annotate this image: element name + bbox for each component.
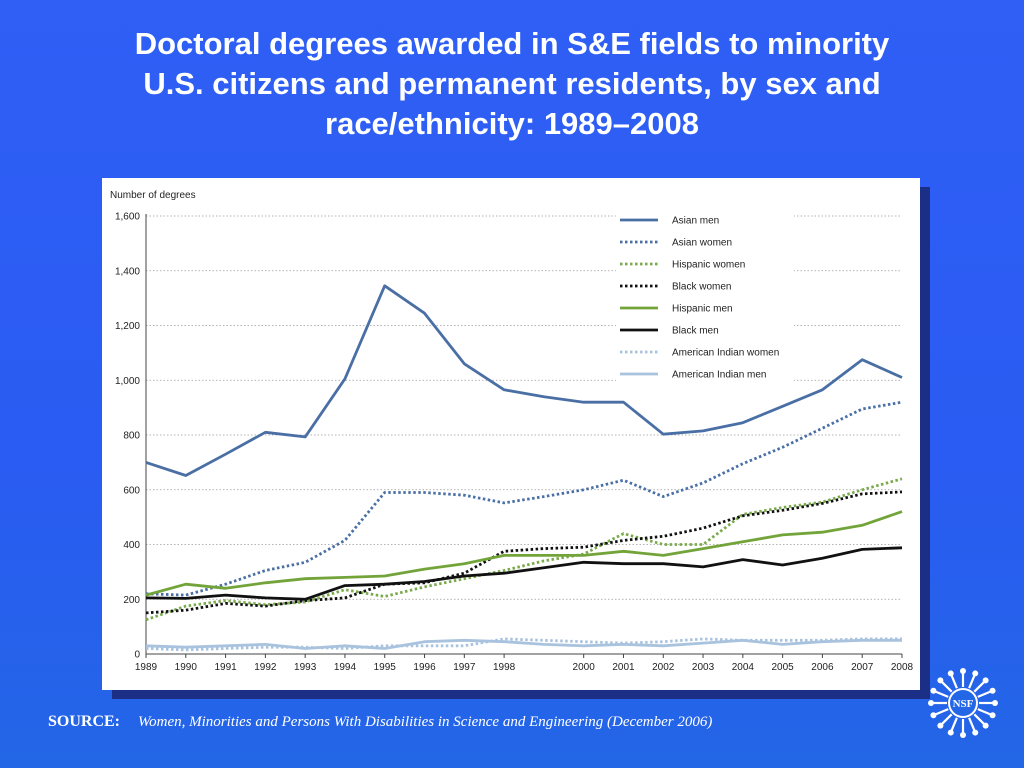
- x-tick-label: 2000: [573, 662, 596, 673]
- series-line-black-men: [145, 546, 903, 601]
- legend-label: Black women: [672, 282, 731, 293]
- x-tick-label: 1990: [175, 662, 198, 673]
- slide-title: Doctoral degrees awarded in S&E fields t…: [60, 24, 964, 144]
- y-tick-label: 1,000: [115, 376, 140, 387]
- series-line-american-indian-women: [145, 637, 902, 652]
- y-tick-label: 400: [123, 540, 140, 551]
- x-tick-label: 1997: [453, 662, 476, 673]
- series-line-black-women: [145, 490, 903, 615]
- legend-label: American Indian men: [672, 370, 767, 381]
- x-tick-label: 2006: [811, 662, 834, 673]
- series-line-american-indian-men: [145, 638, 902, 650]
- x-tick-label: 2008: [891, 662, 914, 673]
- title-line-3: race/ethnicity: 1989–2008: [325, 106, 699, 141]
- legend-label: Hispanic men: [672, 304, 733, 315]
- source-citation: Women, Minorities and Persons With Disab…: [138, 714, 713, 730]
- x-tick-label: 1993: [294, 662, 317, 673]
- x-tick-label: 2002: [652, 662, 675, 673]
- x-tick-label: 1995: [374, 662, 397, 673]
- series-line-hispanic-women: [145, 477, 903, 622]
- chart-panel: Number of degrees 0 200 400 600 800 1,000 1,200…: [102, 178, 920, 690]
- series-line-hispanic-men: [145, 510, 903, 597]
- x-tick-label: 1998: [493, 662, 516, 673]
- legend-label: Hispanic women: [672, 260, 745, 271]
- logo-text: NSF: [953, 698, 974, 710]
- source-note: SOURCE: Women, Minorities and Persons Wi…: [48, 713, 928, 731]
- y-tick-label: 200: [123, 595, 140, 606]
- legend-label: Asian men: [672, 216, 719, 227]
- legend-label: Black men: [672, 326, 719, 337]
- x-tick-label: 2007: [851, 662, 874, 673]
- y-tick-label: 800: [123, 431, 140, 442]
- x-tick-label: 1991: [214, 662, 237, 673]
- legend-label: Asian women: [672, 238, 732, 249]
- y-tick-label: 600: [123, 485, 140, 496]
- series-line-asian-women: [145, 400, 903, 597]
- nsf-logo-icon: NSF: [928, 668, 998, 738]
- x-tick-label: 1992: [254, 662, 277, 673]
- x-tick-label: 2003: [692, 662, 715, 673]
- x-tick-label: 2001: [612, 662, 635, 673]
- y-tick-label: 1,400: [115, 266, 140, 277]
- series-line-asian-men: [145, 284, 903, 477]
- legend-box: [616, 210, 794, 390]
- y-tick-label: 1,600: [115, 212, 140, 223]
- x-tick-label: 1994: [334, 662, 357, 673]
- legend-label: American Indian women: [672, 348, 779, 359]
- title-line-2: U.S. citizens and permanent residents, b…: [143, 66, 881, 101]
- title-line-1: Doctoral degrees awarded in S&E fields t…: [134, 26, 890, 61]
- x-tick-label: 2004: [732, 662, 755, 673]
- x-tick-label: 2005: [772, 662, 795, 673]
- source-label: SOURCE:: [48, 713, 121, 730]
- line-chart: Number of degrees 0 200 400 600 800 1,000 1,200…: [110, 190, 914, 673]
- y-axis-label: Number of degrees: [110, 190, 196, 201]
- x-tick-label: 1989: [135, 662, 158, 673]
- x-tick-label: 1996: [413, 662, 436, 673]
- y-tick-label: 1,200: [115, 321, 140, 332]
- y-tick-label: 0: [134, 650, 140, 661]
